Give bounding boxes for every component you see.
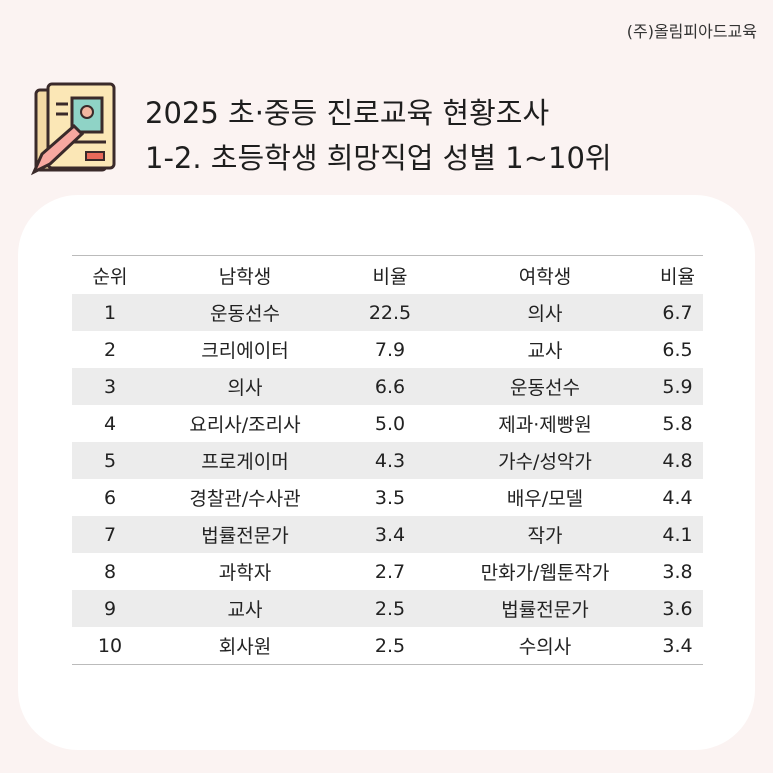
table-row: 7 법률전문가 3.4 작가 4.1 — [72, 516, 703, 553]
table-cell: 3.8 — [662, 560, 693, 583]
icon — [30, 82, 116, 176]
table-cell: 5.9 — [662, 375, 693, 398]
table-cell: 6.6 — [374, 375, 406, 398]
table-cell: 법률전문가 — [501, 599, 589, 621]
table-cell: 제과·제빵원 — [498, 414, 592, 436]
table-row: 3 의사 6.6 운동선수 5.9 — [72, 368, 703, 405]
table-cell: 1 — [103, 301, 117, 324]
table-cell: 6.5 — [662, 338, 693, 361]
table-cell: 3.4 — [662, 634, 693, 657]
table-cell: 5.0 — [374, 412, 406, 435]
table-cell: 6.7 — [662, 301, 693, 324]
table-cell: 2.5 — [374, 634, 406, 657]
table: 순위 남학생 비율 여학생 비율 1 운동선수 22.5 의사 6.7 2 크리에이터 7.9 교사 6.5… — [72, 255, 703, 665]
table-cell: 4.4 — [662, 486, 693, 509]
header-cell: 순위 — [92, 265, 128, 288]
table-cell: 운동선수 — [510, 377, 580, 399]
table-cell: 교사 — [227, 599, 263, 621]
table-row: 8 과학자 2.7 만화가/웹툰작가 3.8 — [72, 553, 703, 590]
table-cell: 경찰관/수사관 — [189, 488, 301, 510]
table-cell: 작가 — [527, 525, 563, 547]
table-row: 6 경찰관/수사관 3.5 배우/모델 4.4 — [72, 479, 703, 516]
table-row: 1 운동선수 22.5 의사 6.7 — [72, 294, 703, 331]
table-row: 순위 남학생 비율 여학생 비율 — [72, 256, 703, 294]
table-cell: 교사 — [527, 340, 563, 362]
table-cell: 7.9 — [374, 338, 406, 361]
table-row: 4 요리사/조리사 5.0 제과·제빵원 5.8 — [72, 405, 703, 442]
table-cell: 가수/성악가 — [498, 451, 592, 473]
table-cell: 3.6 — [662, 597, 693, 620]
header-cell: 여학생 — [518, 265, 572, 288]
header-cell: 비율 — [372, 265, 408, 288]
table-cell: 5.8 — [662, 412, 693, 435]
table-cell: 10 — [97, 634, 123, 657]
header-cell: 남학생 — [218, 265, 272, 288]
table-cell: 3.4 — [374, 523, 406, 546]
table-cell: 법률전문가 — [201, 525, 289, 547]
table-cell: 8 — [103, 560, 117, 583]
table-cell: 요리사/조리사 — [189, 414, 301, 436]
table-cell: 3 — [103, 375, 117, 398]
table-cell: 프로게이머 — [201, 451, 289, 473]
brand: (주)올림피아드교육 — [626, 22, 757, 41]
table-cell: 2.5 — [374, 597, 406, 620]
table-cell: 4.3 — [374, 449, 406, 472]
table-cell: 9 — [103, 597, 117, 620]
table-cell: 3.5 — [374, 486, 406, 509]
title-line: 1-2. 초등학생 희망직업 성별 1~10위 — [145, 141, 612, 175]
title-line: 2025 초·중등 진로교육 현황조사 — [145, 96, 550, 130]
table-cell: 4.1 — [662, 523, 693, 546]
table-cell: 의사 — [227, 377, 263, 399]
table-cell: 회사원 — [218, 636, 272, 658]
table-cell: 수의사 — [518, 636, 572, 658]
table-cell: 22.5 — [368, 301, 412, 324]
table-cell: 만화가/웹툰작가 — [480, 562, 610, 584]
table-cell: 4 — [103, 412, 117, 435]
table-cell: 운동선수 — [210, 303, 280, 325]
table-cell: 크리에이터 — [201, 340, 289, 362]
table-cell: 6 — [103, 486, 117, 509]
table-cell: 2 — [103, 338, 117, 361]
table-cell: 5 — [103, 449, 117, 472]
table-cell: 7 — [103, 523, 117, 546]
table-cell: 2.7 — [374, 560, 406, 583]
table-cell: 의사 — [527, 303, 563, 325]
table-row: 2 크리에이터 7.9 교사 6.5 — [72, 331, 703, 368]
table-row: 10 회사원 2.5 수의사 3.4 — [72, 627, 703, 664]
table-cell: 4.8 — [662, 449, 693, 472]
table-cell: 배우/모델 — [506, 488, 584, 510]
header-cell: 비율 — [660, 265, 695, 288]
table-cell: 과학자 — [218, 562, 272, 584]
table-row: 9 교사 2.5 법률전문가 3.6 — [72, 590, 703, 627]
table-row: 5 프로게이머 4.3 가수/성악가 4.8 — [72, 442, 703, 479]
